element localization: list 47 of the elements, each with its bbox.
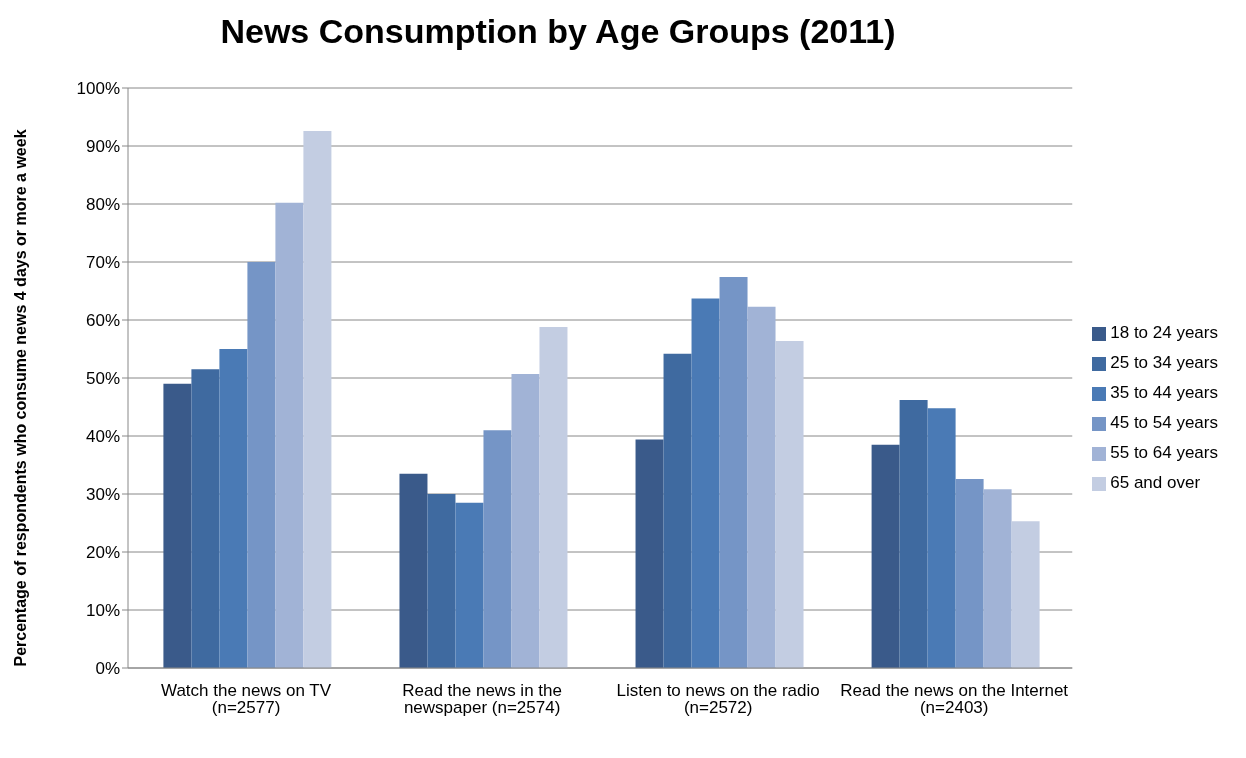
bar [511, 373, 540, 668]
bar [899, 400, 928, 668]
bar [247, 262, 276, 668]
bar [927, 408, 956, 668]
bar [303, 130, 332, 668]
bar [635, 439, 664, 668]
bar [539, 326, 568, 668]
bar [955, 478, 984, 668]
bar [871, 444, 900, 668]
legend-label: 65 and over [1110, 473, 1201, 492]
x-tick-label: Listen to news on the radio (n=2572) [616, 681, 820, 718]
y-tick-label: 40% [85, 427, 120, 447]
y-tick-label: 70% [85, 253, 120, 273]
chart-title: News Consumption by Age Groups (2011) [219, 11, 897, 51]
legend-label: 18 to 24 years [1110, 323, 1218, 342]
y-tick-label: 60% [85, 311, 120, 331]
y-tick-label: 0% [95, 659, 120, 679]
x-tick-label: Read the news in the newspaper (n=2574) [402, 681, 562, 718]
y-tick-label: 80% [85, 195, 120, 215]
y-tick-label: 100% [76, 79, 120, 99]
bar [983, 489, 1012, 668]
bar [747, 306, 776, 668]
legend-label: 35 to 44 years [1110, 383, 1218, 402]
y-tick-label: 90% [85, 137, 120, 157]
bar [219, 349, 248, 668]
bar [427, 494, 456, 668]
bar [191, 369, 220, 668]
bar [455, 502, 484, 668]
bar [691, 298, 720, 668]
bar [483, 430, 512, 668]
bar [399, 473, 428, 668]
legend-label: 55 to 64 years [1110, 443, 1218, 462]
y-tick-label: 30% [85, 485, 120, 505]
y-tick-label: 50% [85, 369, 120, 389]
bar [663, 353, 692, 668]
legend-label: 25 to 34 years [1110, 353, 1218, 372]
bar [1011, 521, 1040, 668]
legend-label: 45 to 54 years [1110, 413, 1218, 432]
y-tick-label: 10% [85, 601, 120, 621]
x-tick-label: Read the news on the Internet (n=2403) [840, 681, 1069, 718]
y-axis-title: Percentage of respondents who consume news 4 days or more a week [11, 128, 30, 669]
y-tick-label: 20% [85, 543, 120, 563]
bar [775, 340, 804, 668]
bar [719, 277, 748, 668]
x-tick-label: Watch the news on TV (n=2577) [160, 681, 332, 718]
bar [163, 383, 192, 668]
bar [275, 202, 304, 668]
